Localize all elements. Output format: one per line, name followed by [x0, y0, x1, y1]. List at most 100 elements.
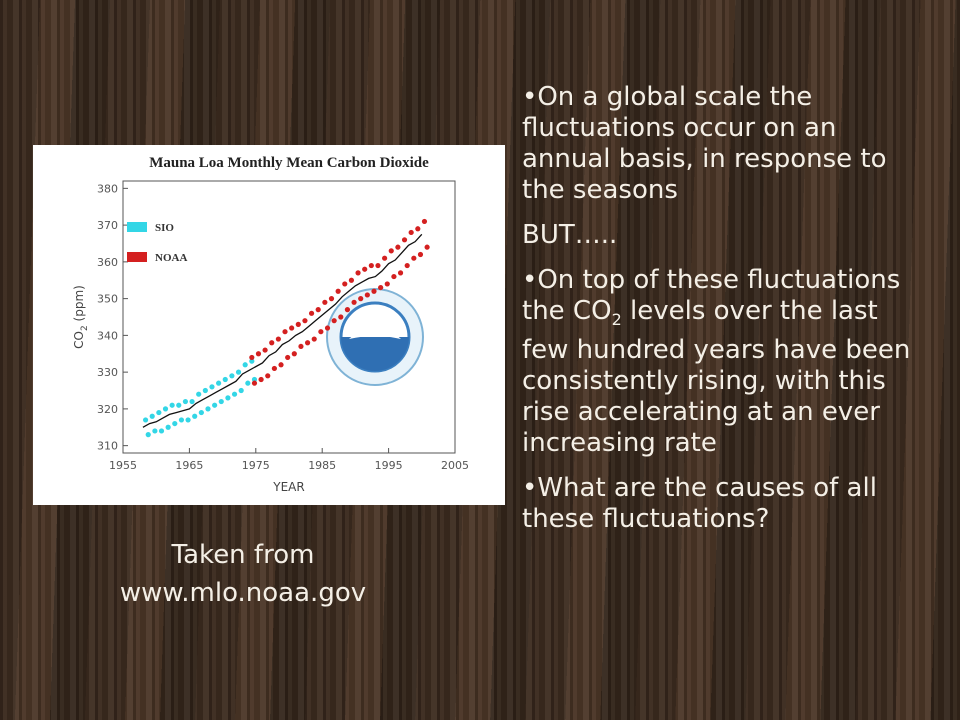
data-point: [378, 284, 384, 291]
bullet-text: What are the causes of all these fluctua…: [522, 473, 877, 535]
y-tick-label: 350: [97, 293, 118, 306]
data-point: [242, 362, 248, 368]
data-point: [249, 358, 255, 364]
subscript: 2: [611, 310, 622, 330]
data-point: [251, 380, 258, 386]
data-point: [328, 296, 335, 302]
data-point: [388, 248, 394, 254]
bullet-text: On top of these fluctuations the CO: [522, 265, 901, 326]
caption-line: Taken from: [171, 540, 315, 570]
data-point: [178, 417, 185, 423]
data-point: [145, 432, 151, 438]
y-label-sub: 2: [80, 325, 90, 331]
data-point: [162, 406, 169, 412]
data-point: [165, 424, 171, 430]
text: BUT…..: [522, 220, 618, 250]
x-axis-label: YEAR: [272, 480, 304, 494]
data-point: [342, 281, 348, 287]
data-point: [391, 273, 397, 280]
data-point: [238, 387, 244, 394]
data-point: [364, 292, 370, 298]
data-point: [298, 343, 304, 350]
data-point: [302, 318, 308, 324]
data-point: [202, 387, 208, 394]
data-point: [262, 347, 268, 353]
legend-swatch: [127, 222, 147, 232]
bullet: •On a global scale the fluctuations occu…: [522, 82, 887, 205]
data-point: [384, 281, 390, 287]
bullet: •On top of these fluctuations the CO2 le…: [522, 265, 911, 459]
data-point: [282, 329, 288, 335]
x-tick-label: 1985: [308, 459, 336, 472]
caption: Taken from www.mlo.noaa.gov: [100, 536, 386, 612]
data-point: [315, 307, 321, 313]
data-point: [152, 428, 158, 434]
bullet: •What are the causes of all these fluctu…: [522, 473, 877, 535]
chart: Mauna Loa Monthly Mean Carbon Dioxide YE…: [33, 145, 505, 505]
plot-frame: [122, 180, 456, 454]
data-point: [255, 351, 262, 357]
x-tick-label: 1995: [375, 459, 403, 472]
data-point: [229, 373, 235, 379]
data-point: [158, 428, 165, 434]
data-point: [231, 391, 238, 397]
data-point: [415, 226, 421, 232]
data-point: [295, 321, 301, 327]
data-point: [142, 417, 149, 423]
data-point: [289, 325, 295, 331]
data-point: [408, 229, 414, 236]
y-tick-label: 310: [97, 440, 118, 453]
bullet-list: •On a global scale the fluctuations occu…: [522, 82, 932, 549]
data-point: [324, 325, 331, 331]
data-point: [285, 354, 291, 361]
data-point: [278, 362, 284, 368]
data-point: [355, 270, 361, 276]
data-point: [235, 369, 242, 375]
data-point: [348, 277, 355, 283]
noaa-logo: [326, 288, 424, 386]
x-tick-label: 1965: [175, 459, 203, 472]
data-point: [362, 266, 368, 272]
chart-title: Mauna Loa Monthly Mean Carbon Dioxide: [149, 155, 429, 171]
data-point: [149, 413, 155, 419]
data-point: [371, 288, 377, 294]
data-point: [225, 395, 231, 401]
data-point: [209, 384, 215, 390]
data-point: [335, 288, 341, 294]
data-point: [249, 354, 255, 361]
data-point: [308, 310, 315, 316]
bullet-text: levels over the last few hundred years h…: [522, 296, 911, 459]
y-axis-label: CO2 (ppm): [72, 285, 90, 349]
x-tick-label: 1955: [109, 459, 137, 472]
data-point: [258, 376, 264, 383]
data-point: [411, 255, 417, 261]
data-point: [375, 262, 381, 269]
data-point: [404, 262, 410, 269]
data-point: [245, 380, 251, 386]
data-point: [216, 380, 222, 386]
data-point: [401, 237, 408, 243]
data-point: [222, 376, 228, 383]
data-point: [176, 402, 182, 408]
y-tick-label: 360: [97, 256, 118, 269]
data-point: [192, 413, 198, 419]
x-tick-label: 1975: [242, 459, 270, 472]
legend-label: NOAA: [155, 252, 187, 264]
data-point: [318, 329, 324, 335]
data-point: [358, 296, 364, 302]
data-point: [275, 336, 281, 342]
data-point: [351, 299, 357, 305]
x-tick-label: 2005: [441, 459, 469, 472]
bullet-text: On a global scale the fluctuations occur…: [522, 82, 887, 205]
chart-background: [33, 145, 505, 505]
data-point: [265, 373, 271, 379]
y-label-unit: (ppm): [72, 285, 86, 325]
data-point: [424, 244, 430, 250]
data-point: [218, 398, 224, 405]
y-tick-label: 340: [97, 329, 118, 342]
data-point: [311, 336, 317, 342]
data-point: [417, 251, 424, 258]
data-point: [291, 351, 297, 357]
data-point: [182, 398, 189, 405]
